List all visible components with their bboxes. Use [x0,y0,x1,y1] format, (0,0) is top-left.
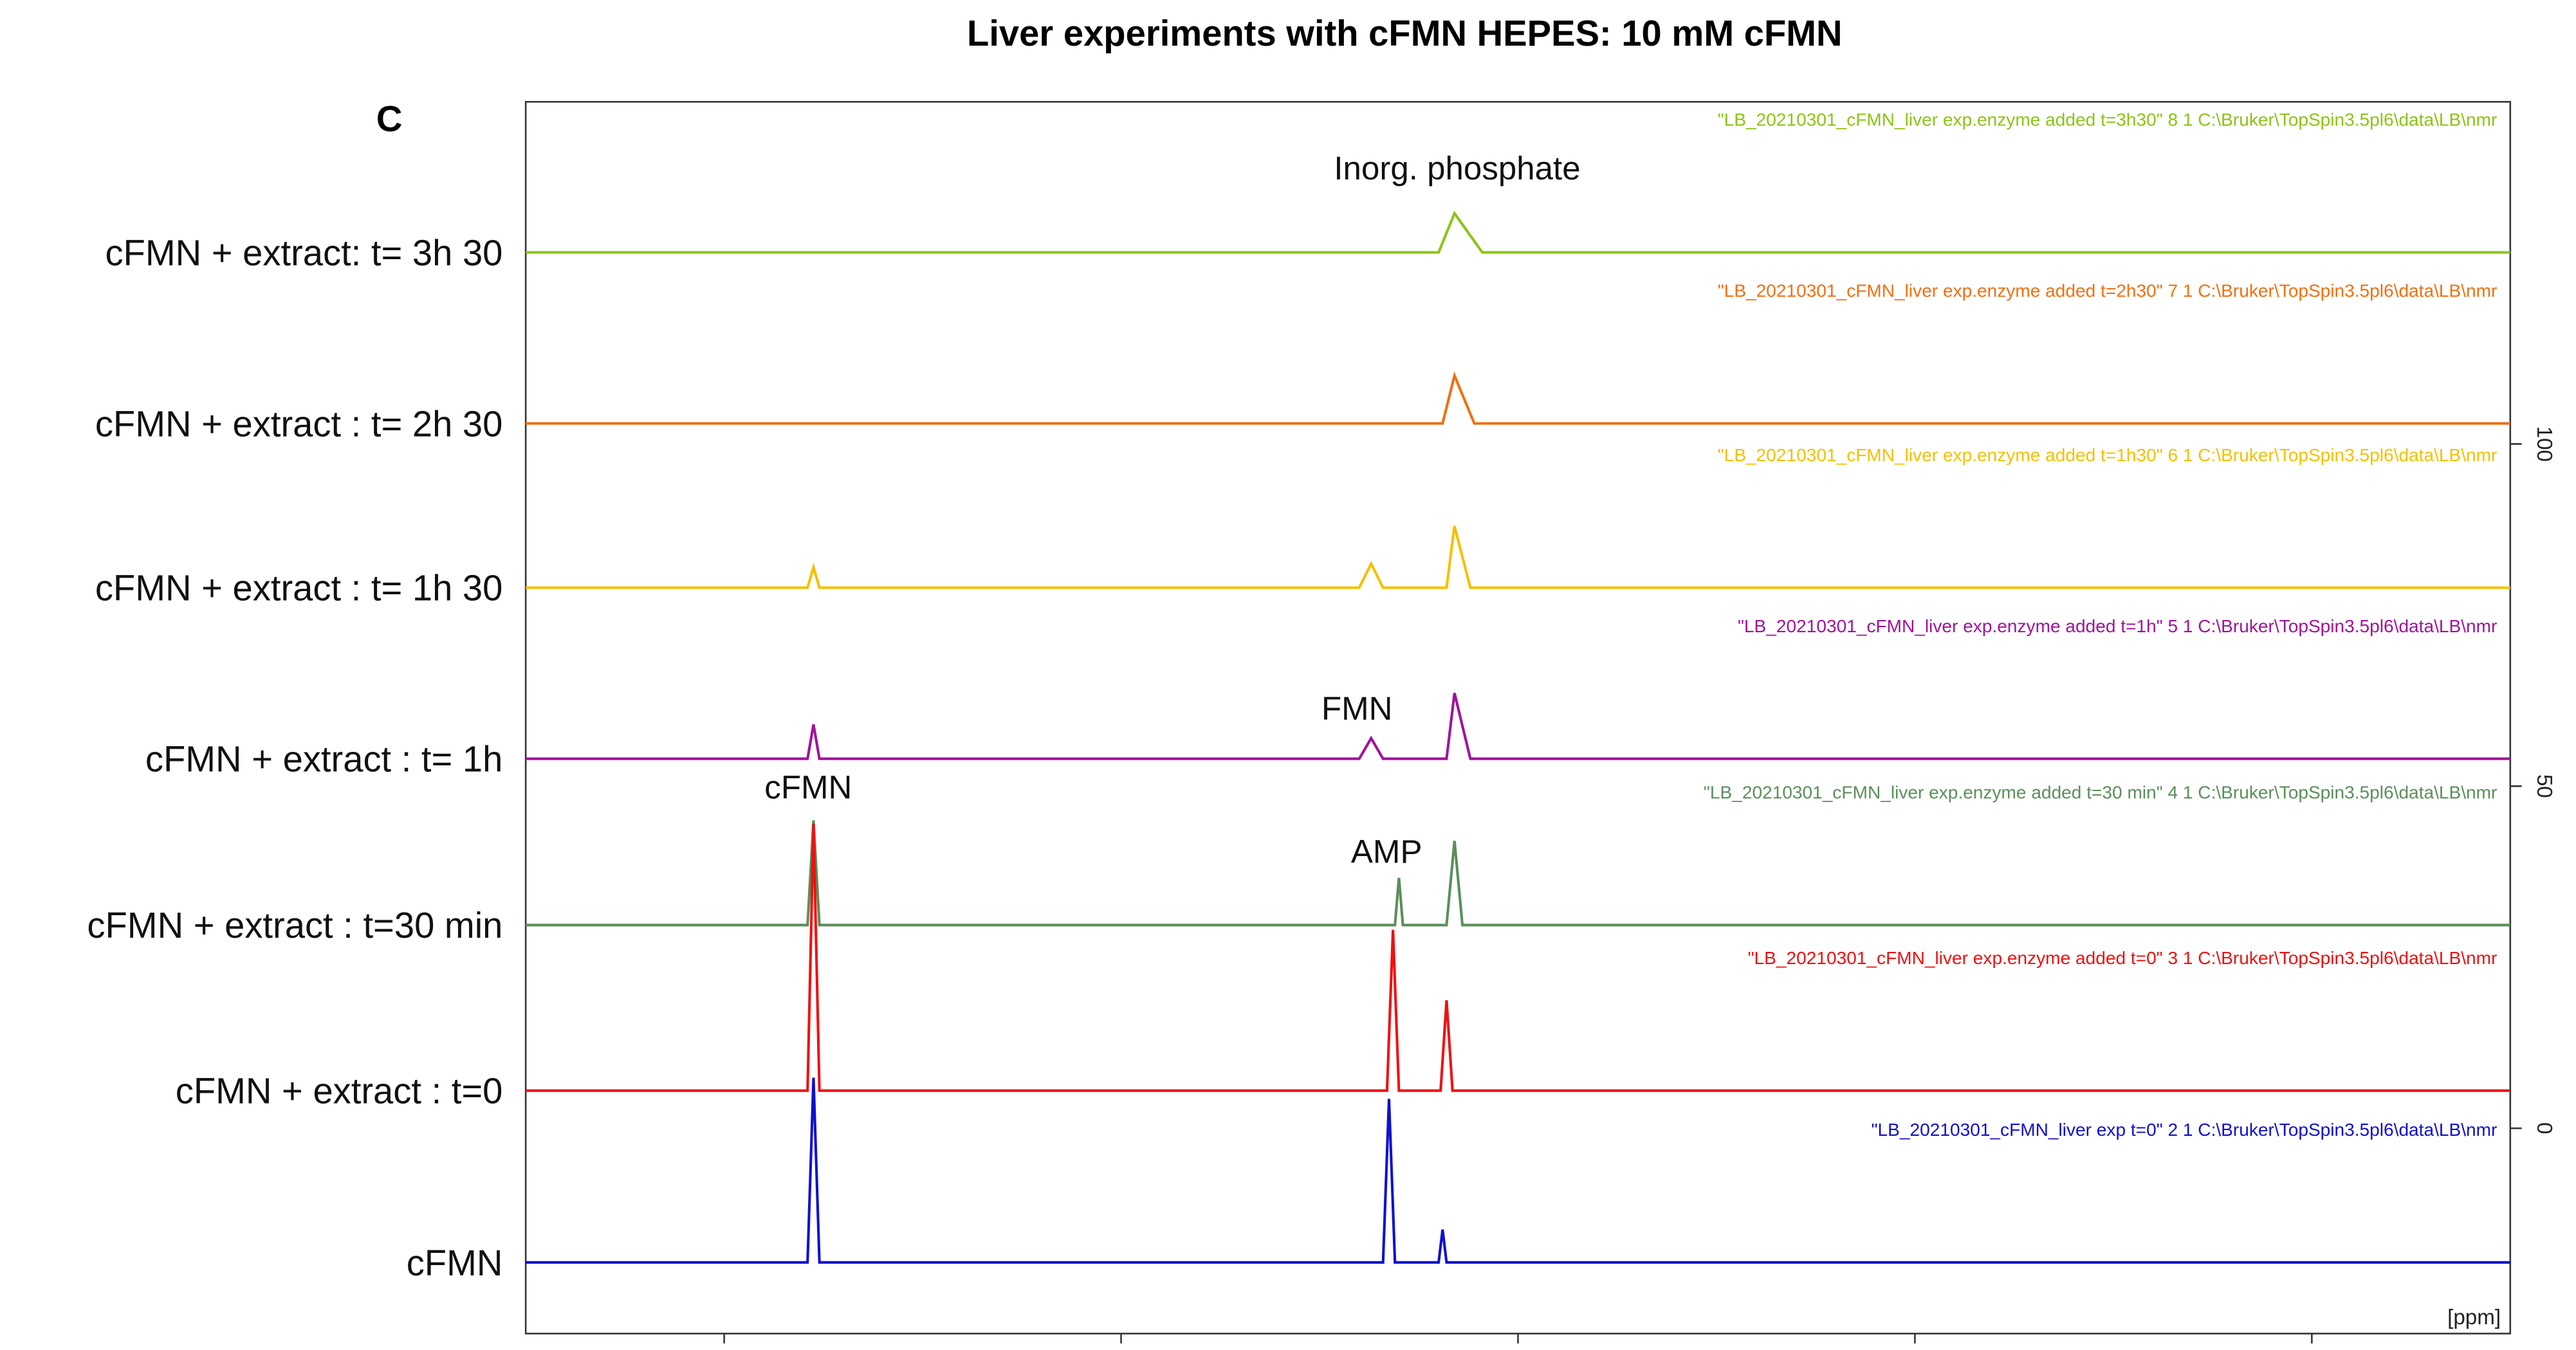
series-label: cFMN + extract: t= 3h 30 [105,232,502,273]
series-label: cFMN + extract : t=30 min [87,905,502,945]
file-label: "LB_20210301_cFMN_liver exp.enzyme added… [1718,281,2498,301]
annotation: cFMN [764,769,852,806]
spectrum-line [526,693,2510,760]
file-label: "LB_20210301_cFMN_liver exp.enzyme added… [1748,948,2498,968]
spectrum-line [526,820,2510,927]
spectrum-line [526,1077,2510,1264]
y-tick-label: 50 [2532,774,2556,798]
series-label: cFMN + extract : t= 1h [145,739,503,780]
annotation: FMN [1321,690,1393,727]
series-label: cFMN + extract : t= 2h 30 [95,403,503,444]
annotation: Inorg. phosphate [1334,150,1580,187]
series-label: cFMN [407,1243,503,1283]
panel-label: C [376,98,403,139]
y-tick-label: 0 [2532,1122,2556,1134]
spectrum-line [526,525,2510,589]
annotation: AMP [1351,833,1422,870]
x-axis-label: [ppm] [2447,1306,2501,1329]
spectrum-line [526,823,2510,1092]
file-label: "LB_20210301_cFMN_liver exp.enzyme added… [1738,616,2497,636]
plot-frame [524,101,2512,1335]
spectrum-line [526,210,2510,254]
file-label: "LB_20210301_cFMN_liver exp.enzyme added… [1718,445,2498,465]
chart-title: Liver experiments with cFMN HEPES: 10 mM… [967,13,1843,53]
series-label: cFMN + extract : t=0 [176,1071,503,1111]
file-label: "LB_20210301_cFMN_liver exp t=0" 2 1 C:\… [1872,1120,2498,1140]
y-tick-label: 100 [2532,426,2556,462]
file-label: "LB_20210301_cFMN_liver exp.enzyme added… [1704,782,2497,802]
series-label: cFMN + extract : t= 1h 30 [95,568,503,608]
file-label: "LB_20210301_cFMN_liver exp.enzyme added… [1718,110,2498,130]
spectrum-line [526,371,2510,425]
